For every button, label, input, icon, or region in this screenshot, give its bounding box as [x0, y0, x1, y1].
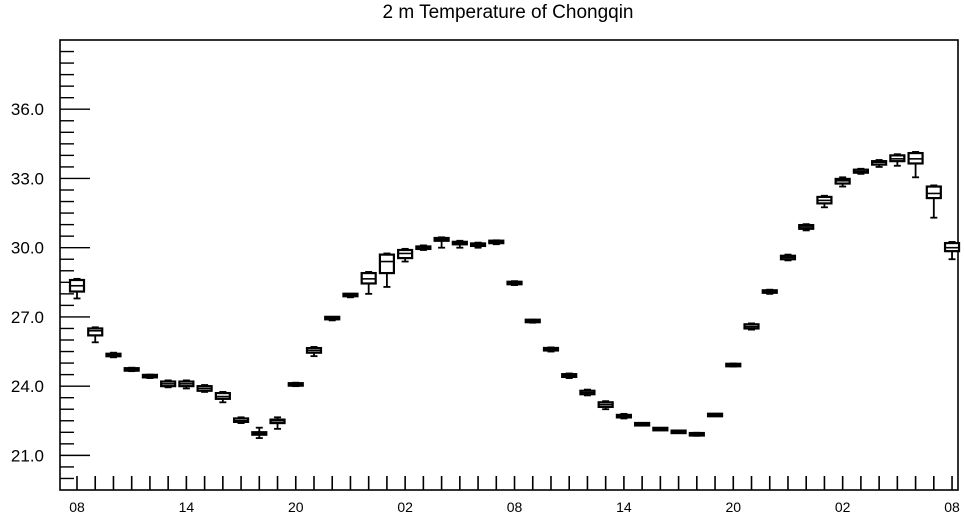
box-item [615, 412, 633, 420]
box-item [433, 236, 450, 249]
chart-title: 2 m Temperature of Chongqin [382, 2, 634, 23]
box-item [160, 379, 177, 389]
box-item [397, 247, 414, 263]
x-tick-label: 08 [507, 499, 523, 515]
box-item [670, 429, 687, 435]
box-item [688, 431, 705, 437]
box-item [123, 366, 140, 373]
box-item [761, 288, 778, 295]
y-tick-label: 24.0 [11, 377, 44, 396]
box-iqr [87, 327, 104, 337]
box-item [506, 280, 523, 286]
box-item [725, 362, 742, 368]
box-item [305, 346, 323, 358]
y-tick-label: 36.0 [11, 100, 44, 119]
box-item [360, 271, 377, 295]
x-tick-label: 02 [835, 499, 851, 515]
x-axis: 08 14 20 02 08 14 20 02 08 [69, 476, 960, 515]
y-tick-label: 33.0 [11, 169, 44, 188]
box-item [141, 373, 159, 379]
x-tick-label: 08 [69, 499, 85, 515]
x-tick-label: 02 [397, 499, 413, 515]
box-item [378, 252, 396, 288]
box-item [634, 421, 651, 427]
plot-frame [59, 39, 959, 491]
box-series [68, 151, 961, 439]
box-item [889, 153, 906, 167]
y-tick-label: 30.0 [11, 239, 44, 258]
box-item [597, 400, 614, 411]
box-item [214, 391, 231, 404]
box-item [524, 318, 541, 324]
x-tick-label: 20 [288, 499, 304, 515]
box-item [542, 346, 560, 353]
box-item [87, 326, 104, 344]
box-item [178, 379, 195, 390]
box-item [907, 151, 924, 179]
y-axis: 21.0 24.0 27.0 30.0 33.0 36.0 [11, 50, 90, 480]
box-item [943, 241, 961, 261]
box-item [105, 351, 122, 359]
box-item [415, 244, 432, 251]
x-tick-label: 14 [179, 499, 195, 515]
box-item [743, 322, 760, 331]
box-item [68, 277, 86, 300]
box-item [561, 372, 578, 379]
box-item [196, 384, 213, 393]
box-item [798, 223, 815, 232]
box-item [779, 253, 797, 262]
box-item [269, 416, 286, 430]
box-item [579, 388, 596, 397]
box-item [871, 159, 888, 168]
y-tick-label: 21.0 [11, 446, 44, 465]
box-item [342, 292, 359, 299]
box-item [469, 241, 487, 249]
x-tick-label: 08 [944, 499, 960, 515]
box-item [251, 426, 268, 439]
box-item [451, 239, 468, 249]
box-item [324, 315, 341, 322]
box-item [834, 176, 851, 188]
x-tick-label: 14 [616, 499, 632, 515]
box-iqr [925, 185, 942, 200]
box-item [488, 239, 505, 246]
box-item [232, 416, 250, 424]
box-item [852, 167, 869, 175]
box-item [652, 426, 669, 432]
y-tick-label: 27.0 [11, 308, 44, 327]
box-item [816, 194, 833, 209]
box-item [706, 412, 724, 418]
box-item [287, 381, 304, 388]
box-item [925, 184, 942, 219]
x-tick-label: 20 [725, 499, 741, 515]
box-iqr [378, 253, 396, 275]
